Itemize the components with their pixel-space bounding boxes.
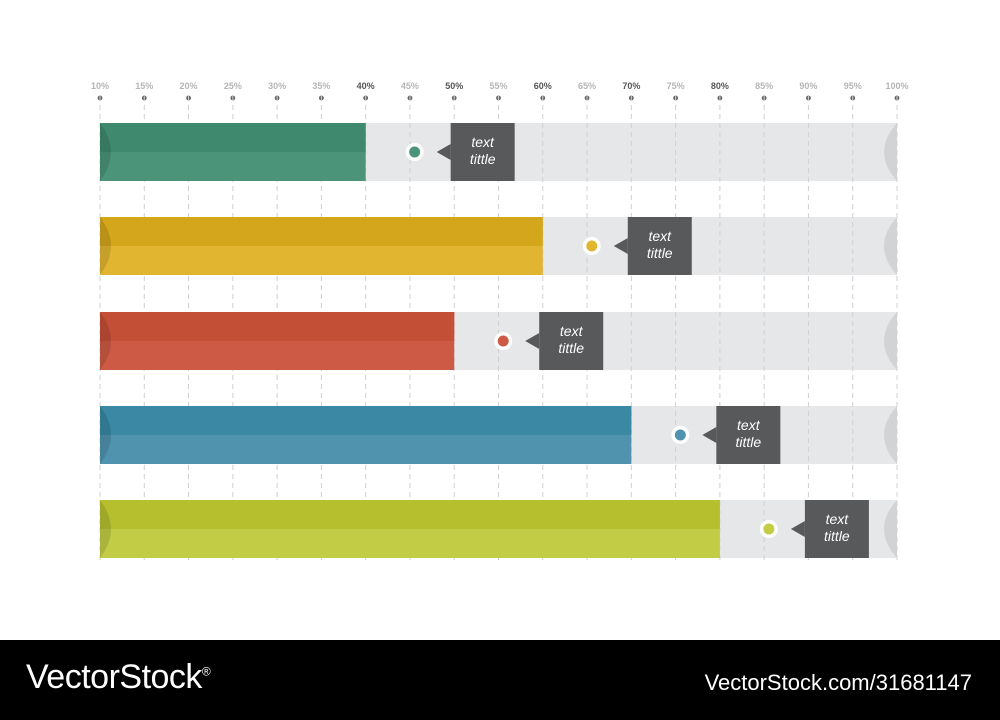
x-tick-label: 60% [534,81,552,91]
bar-top-band-3 [100,312,455,341]
bar-top-band-1 [100,123,366,152]
x-tick-label: 45% [401,81,419,91]
bar-start-shade-2 [100,217,111,275]
x-tick-label: 55% [489,81,507,91]
callout-pointer-4 [702,427,717,443]
x-tick-label: 75% [667,81,685,91]
x-tick-label: 100% [885,81,908,91]
bar-start-shade-4 [100,406,111,464]
stock-id: VectorStock.com/31681147 [704,670,972,695]
x-tick-label: 25% [224,81,242,91]
callout-label-line1: text [826,511,850,527]
callout-label-line2: tittle [735,434,761,450]
chart-area: 10% 15% 20% 25% 30% 35% 40% 45% 50% 55% 60% 65% 70% 7… [90,81,909,560]
brand-logo: VectorStock® [26,658,211,697]
x-tick-label: 10% [91,81,109,91]
marker-dot-5 [763,523,775,535]
callout-box-2 [627,217,692,275]
marker-dot-2 [586,240,598,252]
callout-box-3 [539,312,604,370]
callout-label-line2: tittle [470,151,496,167]
x-tick-label: 90% [799,81,817,91]
bar-chart: 10% 15% 20% 25% 30% 35% 40% 45% 50% 55% 60% 65% 70% 7… [91,81,909,560]
bar-track-end-2 [884,217,897,275]
callout-box-4 [716,406,781,464]
callout-label-line1: text [471,134,495,150]
callout-box-5 [804,500,869,558]
brand-registered-mark: ® [201,664,211,679]
callout-pointer-2 [613,238,628,254]
bar-top-band-5 [100,500,720,529]
x-tick-label: 95% [844,81,862,91]
callout-label-line2: tittle [647,245,673,261]
brand-name: VectorStock [26,658,202,696]
x-tick-label: 80% [711,81,729,91]
bar-track-end-1 [884,123,897,181]
x-tick-label: 20% [180,81,198,91]
bar-start-shade-1 [100,123,111,181]
x-tick-label: 30% [268,81,286,91]
callout-pointer-5 [790,521,805,537]
marker-dot-4 [674,429,686,441]
x-tick-label: 15% [135,81,153,91]
bar-track-end-3 [884,312,897,370]
callout-pointer-1 [436,144,451,160]
bar-top-band-2 [100,217,543,246]
marker-dot-3 [497,335,509,347]
callout-label-line1: text [648,228,672,244]
bar-start-shade-3 [100,312,111,370]
bar-track-end-4 [884,406,897,464]
x-tick-label: 65% [578,81,596,91]
bar-start-shade-5 [100,500,111,558]
callout-box-1 [450,123,515,181]
callout-pointer-3 [525,333,540,349]
callout-label-line1: text [737,417,761,433]
callout-label-line1: text [560,323,584,339]
x-tick-label: 40% [357,81,375,91]
marker-dot-1 [409,146,421,158]
callout-label-line2: tittle [558,340,584,356]
x-tick-label: 35% [312,81,330,91]
bar-top-band-4 [100,406,632,435]
x-tick-label: 50% [445,81,463,91]
x-tick-label: 70% [622,81,640,91]
bar-track-end-5 [884,500,897,558]
callout-label-line2: tittle [824,528,850,544]
watermark-footer: VectorStock® VectorStock.com/31681147 [0,640,1000,720]
x-tick-label: 85% [755,81,773,91]
